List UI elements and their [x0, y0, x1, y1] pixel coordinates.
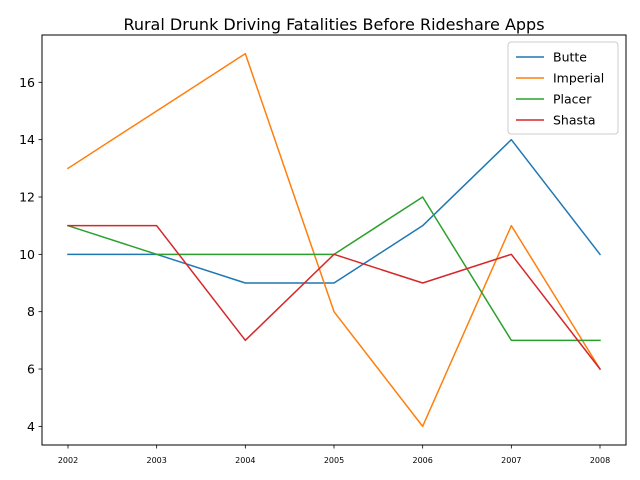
legend-label-butte: Butte: [553, 50, 587, 65]
series-line-shasta: [67, 224, 602, 371]
x-axis: 2002 2003 2004 2005 2006 2007 2008: [58, 445, 610, 465]
x-tick-label: 2004: [235, 456, 255, 465]
legend-label-imperial: Imperial: [553, 71, 604, 86]
series-line-imperial: [66, 52, 602, 428]
x-tick-label: 2005: [324, 456, 344, 465]
chart-title: Rural Drunk Driving Fatalities Before Ri…: [123, 15, 544, 34]
x-tick-label: 2006: [412, 456, 432, 465]
y-tick-label: 6: [27, 362, 35, 377]
y-axis: 4 6 8 10 12 14 16: [19, 75, 42, 434]
x-tick-label: 2007: [501, 456, 521, 465]
y-tick-label: 12: [19, 189, 35, 204]
legend-label-placer: Placer: [553, 92, 592, 107]
legend-label-shasta: Shasta: [553, 113, 596, 128]
y-tick-label: 14: [19, 132, 35, 147]
x-tick-label: 2002: [58, 456, 78, 465]
plot-lines: [66, 52, 602, 428]
y-tick-label: 8: [27, 304, 35, 319]
x-tick-label: 2003: [146, 456, 166, 465]
x-tick-label: 2008: [590, 456, 610, 465]
y-tick-label: 4: [27, 419, 35, 434]
legend-box: [507, 41, 619, 135]
y-tick-label: 10: [19, 247, 35, 262]
y-tick-label: 16: [19, 75, 35, 90]
series-line-butte: [67, 138, 602, 284]
legend: Butte Imperial Placer Shasta: [507, 41, 619, 135]
series-line-placer: [67, 196, 601, 342]
